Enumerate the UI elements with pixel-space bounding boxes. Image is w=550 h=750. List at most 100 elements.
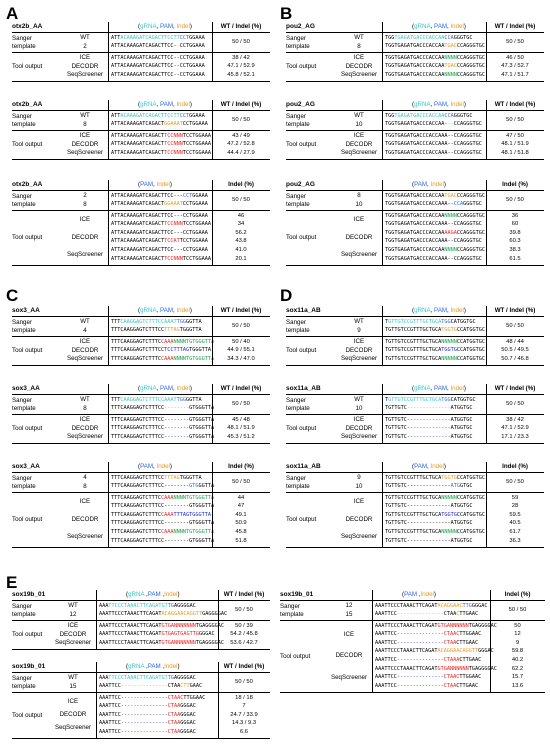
result-value: 50 / 40 bbox=[232, 338, 250, 345]
table-row-group: Sanger template WT 9 TGTTGTCCGTTTGCTGCATGGC… bbox=[286, 317, 544, 338]
column-divider bbox=[108, 131, 109, 159]
sequence-segment: CCATGGTGC bbox=[456, 474, 485, 481]
column-divider bbox=[382, 191, 383, 211]
sequence-segment: ATGGTGC bbox=[450, 416, 473, 423]
legend-part: ) bbox=[463, 23, 466, 30]
sequence-segment: GTGGGTTA bbox=[189, 433, 215, 440]
table-row-group: Tool output ICE DECODR SeqScreener TGGTGAGAT… bbox=[286, 53, 544, 82]
column-divider bbox=[96, 693, 97, 739]
legend-part: PAM bbox=[160, 385, 173, 392]
column-divider bbox=[108, 462, 109, 473]
result-value: 50 / 50 bbox=[235, 606, 253, 613]
sequence-segment: TGGGTTA bbox=[179, 327, 202, 334]
row-sublabel: 9 bbox=[357, 326, 361, 334]
sequence-segment: ATTACAAAGATCAGACT bbox=[111, 255, 165, 262]
column-divider bbox=[108, 473, 109, 493]
sequence-row: AAATTCCCTAAACTTCAGATACAGGAACAGGTTGAGGGGA… bbox=[99, 611, 227, 617]
result-value: 50 / 50 bbox=[232, 38, 250, 45]
sequence-segment: CTAA bbox=[443, 682, 457, 689]
result-value: 47.2 / 52.8 bbox=[227, 141, 255, 148]
legend-part: ( bbox=[138, 23, 141, 30]
column-divider bbox=[382, 306, 383, 317]
sequence-segment: TCCNNN bbox=[164, 132, 183, 139]
row-sublabel: SeqScreener bbox=[54, 639, 92, 647]
result-value: 47.1 / 51.7 bbox=[501, 71, 529, 78]
sequence-segment: AAATTCCCTAAACTTCAGAT bbox=[375, 622, 438, 629]
sequence-segment: --------------- bbox=[120, 729, 168, 736]
sequence-row: TTTCAAGGAGTCTTTCC--------GTGGGTTA bbox=[111, 433, 215, 440]
sequence-segment: CCAGGGTGC bbox=[456, 63, 485, 70]
sequence-row: TTTCAAGGAGTCTTTCC--------GTGGGTTA bbox=[111, 405, 214, 411]
sequence-segment: TCCTGGAAA bbox=[182, 149, 211, 156]
table-row-group: Tool output ICE DECODR SeqScreener ATTACAAAG… bbox=[12, 211, 270, 266]
sequence-segment: TGAGGGGAC bbox=[468, 622, 497, 629]
legend-part: gRNA bbox=[414, 23, 431, 30]
row-category: Tool output bbox=[280, 652, 311, 660]
column-divider bbox=[212, 337, 213, 365]
sequence-segment: NNNN bbox=[444, 71, 457, 78]
row-category: Tool output bbox=[286, 347, 317, 355]
sequence-segment: AAATTCCCTAAACTTCAGAT bbox=[99, 631, 162, 638]
sequence-segment: ATGGTGC bbox=[450, 405, 473, 412]
sequence-segment: AAATTCC bbox=[99, 720, 121, 727]
alignment-table: sox19b_01 (PAM ,Indel) Indel (%) Sanger tem… bbox=[280, 590, 545, 693]
sequence-row: TGGTGAGATGACCCACCAA---CCAGGGTGC bbox=[385, 121, 482, 127]
sequence-row: ATTACAAAGATCAGACTTCC--CCTGGAAA bbox=[111, 43, 205, 49]
sequence-segment: CCATGGTGC bbox=[456, 338, 485, 345]
row-sublabel: DECODR bbox=[71, 62, 99, 70]
legend-part: ( bbox=[412, 181, 415, 188]
legend-part: ( bbox=[412, 307, 415, 314]
legend-part: ( bbox=[412, 385, 415, 392]
legend-part: , bbox=[430, 385, 435, 392]
legend-part: PAM bbox=[160, 101, 173, 108]
sequence-row: TGTTGTC--------------ATGGTGC bbox=[385, 426, 472, 431]
sequence-segment: CAAA bbox=[160, 338, 174, 345]
sequence-row: ATTACAAAGATCAGACTTCCTTCCTGGAAA bbox=[111, 35, 205, 41]
row-sublabel: WT bbox=[80, 34, 90, 41]
table-row-group: Sanger template 4 8 TTTCAAGGAGTCTTTCCTTTAGT… bbox=[12, 473, 270, 494]
alignment-table: sox11a_AB (gRNA, PAM, Indel) WT / Indel (%… bbox=[286, 306, 544, 366]
sequence-segment: -------------- bbox=[406, 405, 451, 412]
row-sublabel: ICE bbox=[353, 416, 365, 424]
sequence-segment: ATTACAAAGATCAGACT bbox=[111, 201, 165, 208]
result-value: 43 / 49 bbox=[232, 132, 250, 139]
sequence-segment: --------------- bbox=[120, 703, 168, 710]
sequence-segment: GTGGGTTA bbox=[189, 416, 215, 423]
sequence-segment: AAATTCCCTAAACTTCAGAT bbox=[99, 639, 162, 646]
result-value: 50 / 50 bbox=[235, 678, 253, 685]
result-value: 13.6 bbox=[511, 682, 524, 689]
sequence-row: TGTTGTCCGTTTGCTGCATGGTGCCATGGTGC bbox=[385, 474, 485, 481]
result-value: 40.5 bbox=[509, 520, 521, 527]
sequence-segment: TCCTGGAAA bbox=[182, 255, 211, 262]
legend-part: , bbox=[430, 23, 435, 30]
sequence-row: TGGTGAGATGACCCACCAATGACCCAGGGTGC bbox=[385, 64, 485, 69]
sequence-segment: TTTCAAGGAGTCTTTCC-------- bbox=[111, 483, 190, 490]
result-header: WT / Indel (%) bbox=[494, 385, 536, 392]
sequence-row: TGTTGTC--------------ATGGTGC bbox=[385, 538, 472, 544]
sequence-segment: CTAA bbox=[167, 703, 181, 710]
sequence-row: TGTTGTC--------------ATGGTGC bbox=[385, 504, 472, 509]
sequence-row: ATTACAAAGATCAGACTTCCNNNTCCTGGAAA bbox=[111, 222, 211, 227]
sequence-segment: AAATTCC bbox=[99, 729, 121, 736]
row-sublabel: DECODR bbox=[59, 630, 87, 638]
column-divider bbox=[382, 111, 383, 131]
column-divider bbox=[108, 111, 109, 131]
sequence-segment: ATTACAAAGATCAGACTTCC--CCTGGAAA bbox=[111, 54, 205, 61]
sequence-row: AAATTCCCTAAACTTCAGATGTTGAGGGGAC bbox=[99, 674, 196, 681]
sequence-segment: AAATTCC bbox=[375, 611, 397, 618]
result-value: 59.8 bbox=[511, 648, 524, 655]
table-title: sox19b_01 bbox=[280, 591, 314, 598]
sequence-segment: CCAGGGTGC bbox=[456, 212, 485, 219]
sequence-segment: TTCCCTAAACTTCAGATGT bbox=[108, 674, 168, 681]
sequence-segment: TG bbox=[167, 602, 174, 609]
sequence-segment: ATTACAAAGATCAGACTTCC--CCTGGAAA bbox=[111, 71, 205, 78]
legend-part: , bbox=[430, 101, 435, 108]
legend-part: , bbox=[417, 591, 421, 598]
result-value: 28 bbox=[511, 503, 519, 510]
column-divider bbox=[382, 100, 383, 111]
row-sublabel: SeqScreener bbox=[66, 71, 104, 79]
sequence-row: TGTTGTCCGTTTGCTGCATGGCATGGTGC bbox=[385, 319, 476, 325]
sequence-segment: CCT bbox=[179, 112, 190, 119]
table-row-group: Tool output ICE DECODR SeqScreener AAATTCC--… bbox=[12, 693, 270, 740]
sequence-segment: GAAC bbox=[189, 683, 203, 690]
